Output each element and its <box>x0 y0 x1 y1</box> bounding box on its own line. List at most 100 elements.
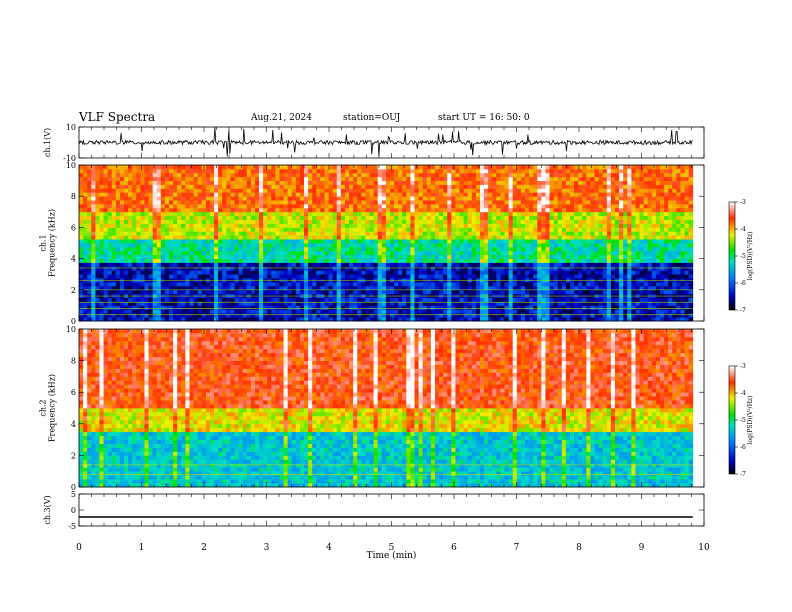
spectrogram-cell <box>414 204 420 209</box>
spectrogram-cell <box>144 227 149 232</box>
spectrogram-cell <box>324 211 329 217</box>
spectrogram-cell <box>381 168 387 174</box>
spectrogram-cell <box>295 180 301 185</box>
spectrogram-cell <box>578 235 583 240</box>
spectrogram-cell <box>91 168 96 174</box>
spectrogram-cell <box>426 196 432 201</box>
spectrogram-cell <box>398 246 403 252</box>
spectrogram-cell <box>148 227 154 232</box>
spectrogram-cell <box>103 211 109 217</box>
spectrogram-cell <box>512 184 518 189</box>
spectrogram-cell <box>361 176 366 181</box>
spectrogram-cell <box>160 313 166 318</box>
spectrogram-cell <box>381 239 387 244</box>
spectrogram-cell <box>455 258 460 263</box>
spectrogram-cell <box>508 305 514 310</box>
spectrogram-cell <box>259 192 264 197</box>
spectrogram-cell <box>291 200 297 205</box>
spectrogram-cell <box>459 250 465 256</box>
spectrogram-cell <box>340 305 346 310</box>
spectrogram-cell <box>304 262 309 267</box>
spectrogram-cell <box>254 317 260 322</box>
spectrogram-cell <box>287 196 293 201</box>
spectrogram-cell <box>488 188 493 193</box>
spectrogram-cell <box>242 266 248 271</box>
spectrogram-cell <box>160 168 166 174</box>
spectrogram-cell <box>512 231 518 236</box>
spectrogram-cell <box>79 235 84 240</box>
spectrogram-cell <box>479 254 485 259</box>
spectrogram-cell <box>426 239 432 244</box>
spectrogram-cell <box>389 207 395 213</box>
spectrogram-cell <box>107 250 113 256</box>
spectrogram-cell <box>185 258 190 263</box>
spectrogram-cell <box>394 204 399 209</box>
spectrogram-cell <box>455 207 460 213</box>
spectrogram-cell <box>349 254 354 259</box>
spectrogram-cell <box>389 313 395 318</box>
spectrogram-cell <box>275 219 280 224</box>
spectrogram-cell <box>160 219 166 224</box>
spectrogram-cell <box>475 200 481 205</box>
spectrogram-cell <box>561 270 567 275</box>
spectrogram-cell <box>209 309 215 314</box>
spectrogram-cell <box>308 176 313 181</box>
spectrogram-cell <box>238 231 244 236</box>
spectrogram-cell <box>561 250 567 256</box>
spectrogram-cell <box>312 266 317 271</box>
spectrogram-cell <box>389 215 395 220</box>
spectrogram-cell <box>181 172 186 178</box>
spectrogram-cell <box>238 309 244 314</box>
spectrogram-cell <box>173 309 178 314</box>
spectrogram-cell <box>516 204 522 209</box>
spectrogram-cell <box>475 184 481 189</box>
spectrogram-cell <box>287 313 293 318</box>
spectrogram-cell <box>132 235 137 240</box>
spectrogram-cell <box>308 172 313 178</box>
spectrogram-cell <box>214 270 219 275</box>
spectrogram-cell <box>557 180 563 185</box>
spectrogram-cell <box>398 188 403 193</box>
spectrogram-cell <box>295 176 301 181</box>
spectrogram-cell <box>369 188 374 193</box>
spectrogram-cell <box>197 317 203 322</box>
spectrogram-cell <box>234 254 239 259</box>
spectrogram-cell <box>533 168 538 174</box>
spectrogram-cell <box>205 266 211 271</box>
spectrogram-cell <box>169 243 174 248</box>
spectrogram-cell <box>578 262 583 267</box>
spectrogram-cell <box>369 254 374 259</box>
spectrogram-cell <box>148 246 154 252</box>
spectrogram-cell <box>304 301 309 306</box>
spectrogram-cell <box>471 258 477 263</box>
spectrogram-cell <box>340 215 346 220</box>
spectrogram-cell <box>373 204 379 209</box>
spectrogram-cell <box>95 196 100 201</box>
spectrogram-cell <box>475 196 481 201</box>
spectrogram-cell <box>381 219 387 224</box>
spectrogram-cell <box>357 289 362 295</box>
spectrogram-cell <box>103 250 109 256</box>
spectrogram-cell <box>279 258 284 263</box>
spectrogram-cell <box>124 204 129 209</box>
spectrogram-cell <box>385 258 391 263</box>
spectrogram-cell <box>140 250 145 256</box>
spectrogram-cell <box>226 285 231 291</box>
spectrogram-cell <box>271 180 276 185</box>
spectrogram-cell <box>79 207 84 213</box>
spectrogram-cell <box>312 172 317 178</box>
spectrogram-cell <box>181 235 186 240</box>
spectrogram-cell <box>475 297 481 302</box>
spectrogram-cell <box>107 184 113 189</box>
spectrogram-cell <box>246 184 252 189</box>
spectrogram-cell <box>234 172 239 178</box>
spectrogram-cell <box>357 219 362 224</box>
spectrogram-cell <box>365 274 370 279</box>
spectrogram-cell <box>524 309 530 314</box>
spectrogram-cell <box>214 285 219 291</box>
spectrogram-cell <box>144 258 149 263</box>
spectrogram-cell <box>230 262 235 267</box>
spectrogram-cell <box>218 196 223 201</box>
spectrogram-cell <box>185 285 190 291</box>
spectrogram-cell <box>205 192 211 197</box>
